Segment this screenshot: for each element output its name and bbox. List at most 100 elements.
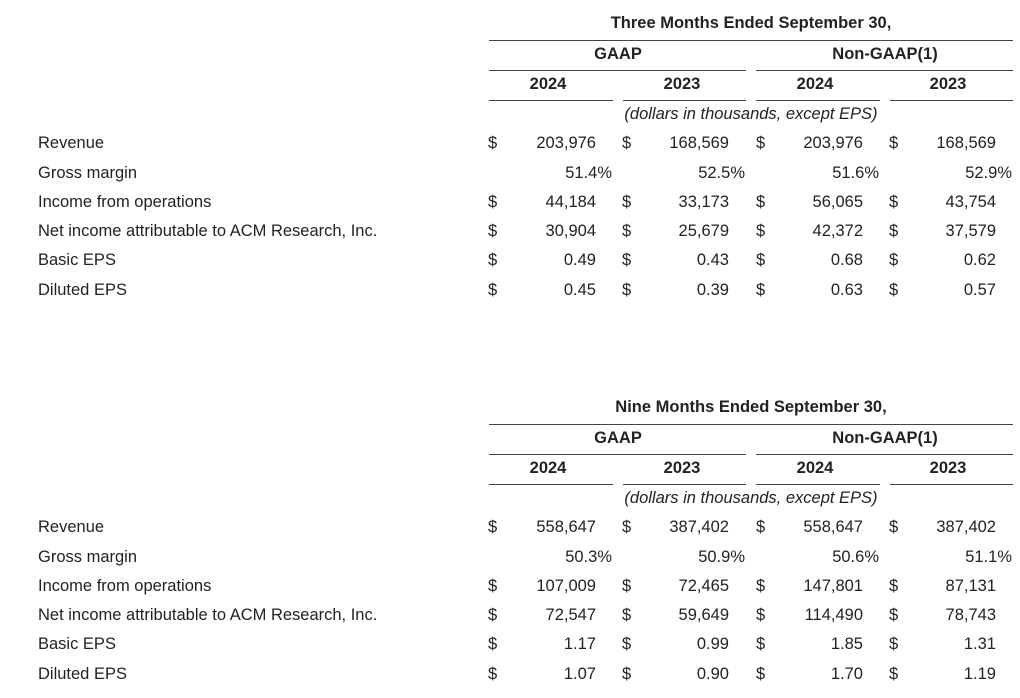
amount-value: 0.43 — [696, 251, 729, 269]
amount-value: 1.07 — [563, 665, 596, 683]
amount-value: 72,547 — [545, 606, 596, 624]
row-label: Revenue — [38, 518, 105, 536]
row-label: Income from operations — [38, 577, 212, 595]
amount-value: 387,402 — [936, 518, 996, 536]
currency-symbol: $ — [622, 577, 632, 595]
currency-symbol: $ — [622, 606, 632, 624]
currency-symbol: $ — [756, 222, 766, 240]
amount-value: 147,801 — [803, 577, 863, 595]
currency-symbol: $ — [756, 635, 766, 653]
row-label: Net income attributable to ACM Research,… — [38, 222, 378, 240]
amount-value: 25,679 — [678, 222, 729, 240]
amount-value: 72,465 — [678, 577, 729, 595]
currency-symbol: $ — [488, 635, 498, 653]
row-label: Gross margin — [38, 548, 138, 566]
amount-value: 43,754 — [945, 193, 996, 211]
amount-value: 33,173 — [678, 193, 729, 211]
year-rule — [890, 484, 1013, 485]
percent-value: 50.9% — [698, 548, 745, 566]
currency-symbol: $ — [488, 134, 498, 152]
amount-value: 203,976 — [536, 134, 596, 152]
gaap-rule — [489, 454, 746, 455]
currency-symbol: $ — [889, 222, 899, 240]
non-gaap-rule — [756, 454, 1013, 455]
year-header: 2023 — [929, 75, 967, 93]
currency-symbol: $ — [622, 193, 632, 211]
currency-symbol: $ — [488, 251, 498, 269]
amount-value: 1.17 — [563, 635, 596, 653]
currency-symbol: $ — [488, 665, 498, 683]
gaap-rule — [489, 70, 746, 71]
row-label: Gross margin — [38, 164, 138, 182]
unit-note: (dollars in thousands, except EPS) — [624, 489, 878, 507]
year-rule — [489, 484, 613, 485]
table-title: Nine Months Ended September 30, — [615, 398, 887, 416]
amount-value: 59,649 — [678, 606, 729, 624]
amount-value: 0.63 — [830, 281, 863, 299]
amount-value: 168,569 — [936, 134, 996, 152]
non-gaap-rule — [756, 70, 1013, 71]
amount-value: 203,976 — [803, 134, 863, 152]
currency-symbol: $ — [756, 251, 766, 269]
amount-value: 387,402 — [669, 518, 729, 536]
amount-value: 87,131 — [945, 577, 996, 595]
amount-value: 1.19 — [963, 665, 996, 683]
summary-table: Nine Months Ended September 30, GAAP Non-G… — [0, 384, 1020, 698]
amount-value: 1.31 — [963, 635, 996, 653]
year-header: 2023 — [929, 459, 967, 477]
currency-symbol: $ — [889, 665, 899, 683]
currency-symbol: $ — [756, 606, 766, 624]
non-gaap-header: Non-GAAP(1) — [832, 429, 938, 447]
title-rule — [489, 40, 1013, 41]
currency-symbol: $ — [889, 577, 899, 595]
currency-symbol: $ — [756, 193, 766, 211]
currency-symbol: $ — [889, 251, 899, 269]
year-header: 2024 — [796, 75, 834, 93]
currency-symbol: $ — [622, 134, 632, 152]
row-label: Basic EPS — [38, 635, 116, 653]
amount-value: 0.99 — [696, 635, 729, 653]
currency-symbol: $ — [889, 193, 899, 211]
row-label: Net income attributable to ACM Research,… — [38, 606, 378, 624]
row-label: Diluted EPS — [38, 281, 127, 299]
year-rule — [623, 484, 746, 485]
amount-value: 42,372 — [812, 222, 863, 240]
currency-symbol: $ — [488, 606, 498, 624]
percent-value: 52.5% — [698, 164, 745, 182]
row-label: Income from operations — [38, 193, 212, 211]
year-rule — [623, 100, 746, 101]
year-rule — [890, 100, 1013, 101]
amount-value: 0.45 — [563, 281, 596, 299]
year-header: 2023 — [663, 75, 701, 93]
year-header: 2024 — [796, 459, 834, 477]
row-label: Revenue — [38, 134, 105, 152]
percent-value: 50.6% — [832, 548, 879, 566]
amount-value: 0.90 — [696, 665, 729, 683]
currency-symbol: $ — [622, 251, 632, 269]
amount-value: 0.39 — [696, 281, 729, 299]
amount-value: 1.85 — [830, 635, 863, 653]
year-header: 2024 — [529, 459, 567, 477]
row-label: Diluted EPS — [38, 665, 127, 683]
percent-value: 52.9% — [965, 164, 1012, 182]
gaap-header: GAAP — [594, 45, 642, 63]
amount-value: 56,065 — [812, 193, 863, 211]
currency-symbol: $ — [756, 665, 766, 683]
currency-symbol: $ — [889, 606, 899, 624]
year-header: 2024 — [529, 75, 567, 93]
table-title: Three Months Ended September 30, — [610, 14, 892, 32]
amount-value: 0.57 — [963, 281, 996, 299]
amount-value: 558,647 — [803, 518, 863, 536]
percent-value: 51.1% — [965, 548, 1012, 566]
currency-symbol: $ — [889, 518, 899, 536]
percent-value: 51.6% — [832, 164, 879, 182]
year-header: 2023 — [663, 459, 701, 477]
year-rule — [756, 100, 880, 101]
amount-value: 44,184 — [545, 193, 596, 211]
gaap-header: GAAP — [594, 429, 642, 447]
percent-value: 51.4% — [565, 164, 612, 182]
currency-symbol: $ — [622, 518, 632, 536]
currency-symbol: $ — [889, 134, 899, 152]
row-label: Basic EPS — [38, 251, 116, 269]
currency-symbol: $ — [488, 577, 498, 595]
